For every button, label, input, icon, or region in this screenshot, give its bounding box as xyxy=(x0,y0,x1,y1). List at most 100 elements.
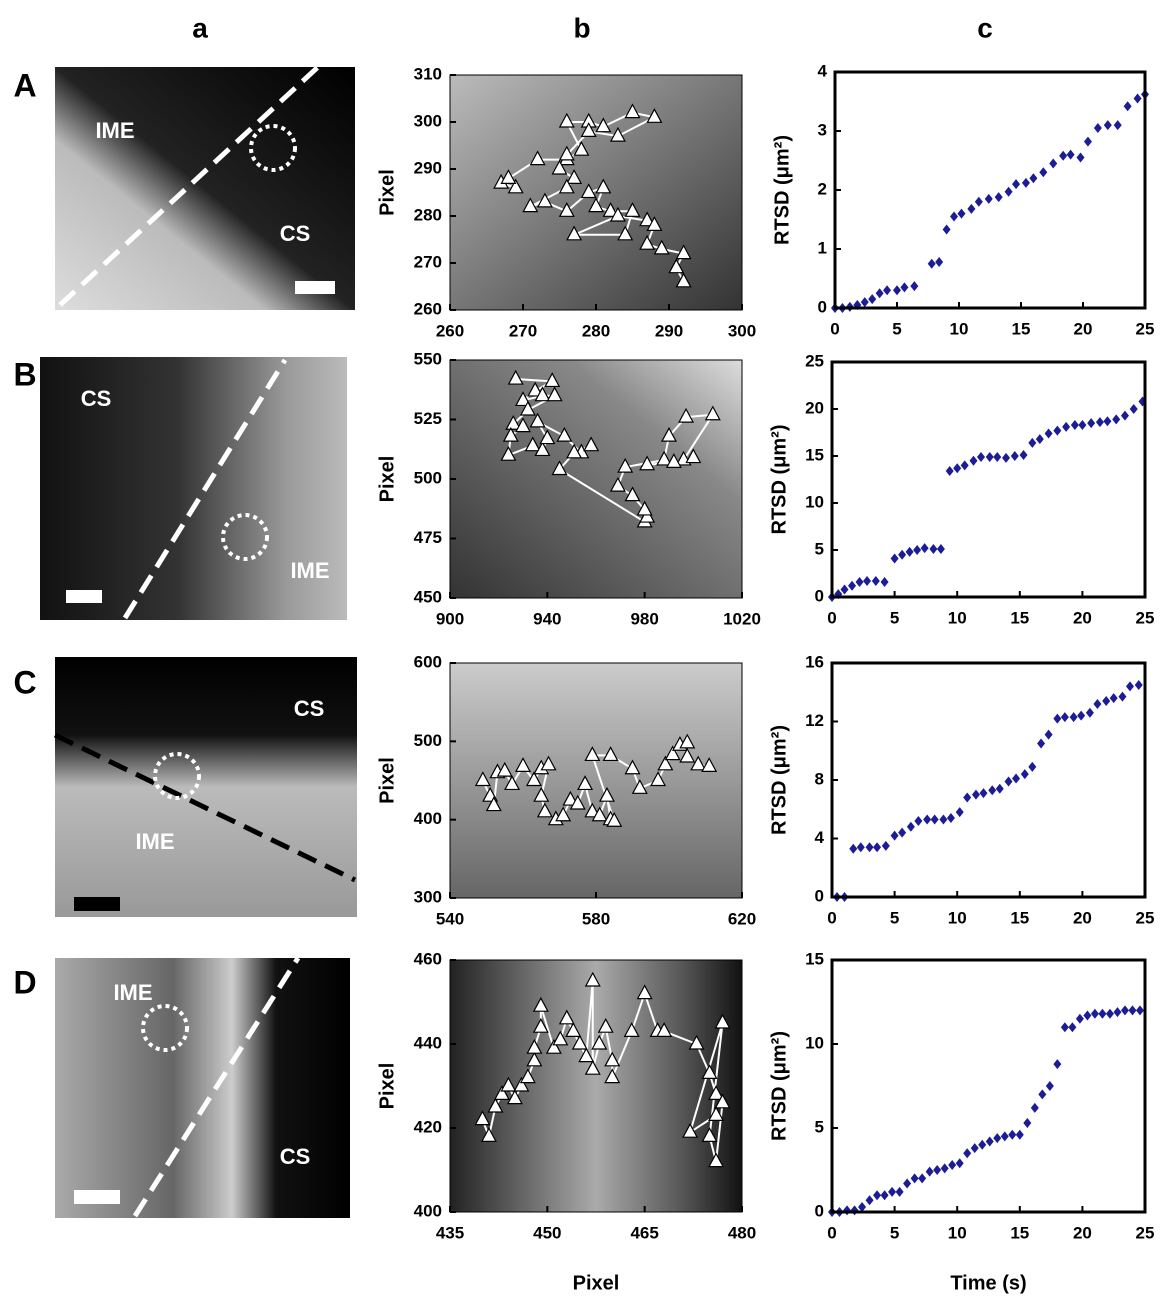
point xyxy=(898,549,907,560)
marker xyxy=(639,234,656,250)
marker xyxy=(604,1068,621,1084)
marker xyxy=(474,1110,491,1126)
point xyxy=(927,258,936,269)
row-label: A xyxy=(13,67,36,103)
y-tick-label: 290 xyxy=(414,158,442,177)
marker xyxy=(566,443,583,459)
marker xyxy=(487,1097,504,1113)
x-tick-label: 5 xyxy=(890,1223,899,1242)
point xyxy=(1037,738,1046,749)
point xyxy=(890,553,899,564)
marker xyxy=(529,412,546,428)
point xyxy=(1053,713,1062,724)
x-tick-label: 25 xyxy=(1136,608,1155,627)
point xyxy=(1120,410,1129,421)
point xyxy=(1123,101,1132,112)
marker xyxy=(595,178,612,194)
point xyxy=(1059,150,1068,161)
y-tick-label: 600 xyxy=(414,652,442,671)
marker xyxy=(566,169,583,184)
point xyxy=(948,1159,957,1170)
marker xyxy=(534,386,551,402)
marker xyxy=(617,457,634,473)
marker xyxy=(534,441,551,457)
y-tick-label: 270 xyxy=(414,252,442,271)
x-tick-label: 940 xyxy=(533,609,561,628)
marker xyxy=(555,806,572,822)
marker xyxy=(665,453,682,468)
point xyxy=(939,814,948,825)
marker xyxy=(507,369,524,385)
marker xyxy=(551,460,568,476)
point xyxy=(1012,179,1021,190)
x-tick-label: 15 xyxy=(1010,908,1029,927)
x-tick-label: 1020 xyxy=(723,609,761,628)
y-tick-label: 420 xyxy=(414,1117,442,1136)
point xyxy=(1093,698,1102,709)
x-tick-label: 450 xyxy=(533,1223,561,1242)
marker xyxy=(558,145,575,161)
point xyxy=(848,580,857,591)
y-axis-label: Pixel xyxy=(376,757,398,804)
point xyxy=(1062,421,1071,432)
point xyxy=(1068,1022,1077,1033)
marker xyxy=(650,771,667,787)
chart: 300 400 500 600 540 580 620 Pixel xyxy=(376,652,756,928)
point xyxy=(1077,710,1086,721)
chart: 450 475 500 525 550 900 940 980 1020 Pixel xyxy=(376,349,761,628)
y-tick-label: 460 xyxy=(414,949,442,968)
point xyxy=(1039,167,1048,178)
column-label: b xyxy=(573,12,590,43)
plot-background xyxy=(832,362,1145,597)
y-tick-label: 475 xyxy=(414,528,442,547)
marker xyxy=(708,1152,725,1168)
x-tick-label: 20 xyxy=(1073,1223,1092,1242)
point xyxy=(978,1139,987,1150)
point xyxy=(1019,450,1028,461)
marker xyxy=(639,507,656,523)
point xyxy=(920,543,929,554)
point xyxy=(1078,419,1087,430)
point xyxy=(985,1136,994,1147)
marker xyxy=(566,225,583,241)
point xyxy=(942,224,951,235)
marker xyxy=(685,448,702,464)
point xyxy=(974,196,983,207)
point xyxy=(888,1186,897,1197)
marker xyxy=(506,1089,523,1105)
image-label: CS xyxy=(280,221,311,246)
point xyxy=(1015,1129,1024,1140)
marker xyxy=(639,455,656,471)
marker xyxy=(598,786,615,802)
point xyxy=(898,827,907,838)
point xyxy=(865,842,874,853)
boundary xyxy=(122,358,288,620)
point xyxy=(1113,1007,1122,1018)
point xyxy=(995,783,1004,794)
point xyxy=(860,297,869,308)
chart: 400 420 440 460 435 450 465 480 Pixel Pixel xyxy=(376,949,756,1294)
point xyxy=(865,1195,874,1206)
marker xyxy=(569,794,586,810)
y-tick-label: 400 xyxy=(414,1201,442,1220)
y-tick-label: 10 xyxy=(805,492,824,511)
marker xyxy=(690,755,707,771)
y-axis-label: RTSD (μm²) xyxy=(768,725,790,835)
image-label: IME xyxy=(135,829,174,854)
point xyxy=(945,466,954,477)
column-label: a xyxy=(192,12,208,43)
marker xyxy=(609,206,626,222)
point xyxy=(910,1173,919,1184)
image-label: CS xyxy=(294,696,325,721)
point xyxy=(1109,693,1118,704)
point xyxy=(979,788,988,799)
plot-frame xyxy=(830,958,1147,1214)
x-tick-label: 480 xyxy=(728,1223,756,1242)
point xyxy=(1045,1081,1054,1091)
scale-bar xyxy=(66,590,102,603)
y-tick-label: 12 xyxy=(805,711,824,730)
x-tick-label: 25 xyxy=(1136,319,1155,338)
plot-background xyxy=(832,960,1145,1212)
point xyxy=(1012,773,1021,784)
